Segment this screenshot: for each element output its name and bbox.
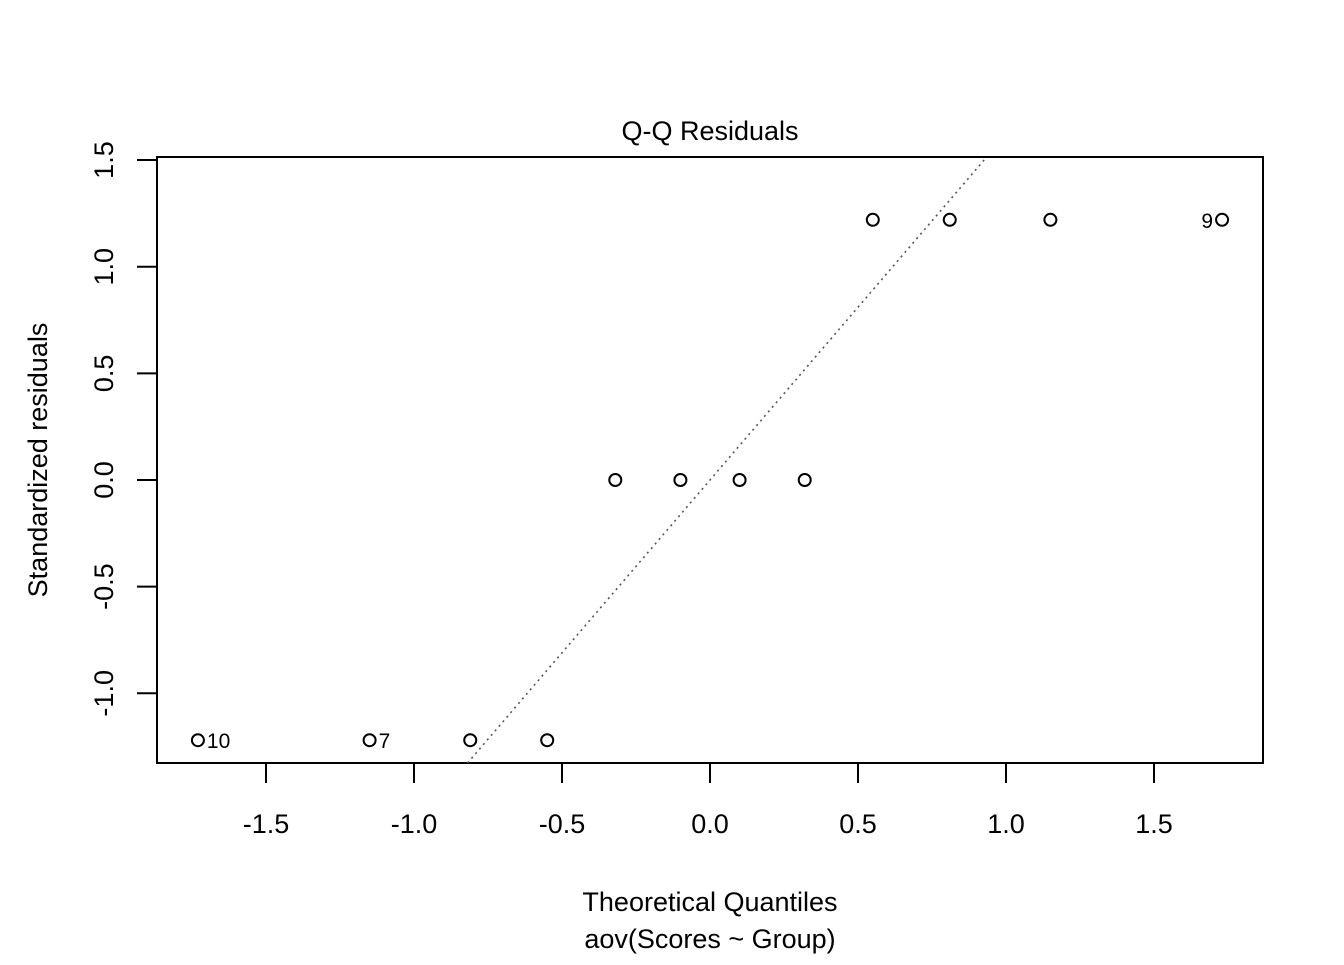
y-axis: -1.0 -0.5 0.0 0.5 1.0 1.5 <box>89 141 157 717</box>
y-tick-label: -1.0 <box>89 670 119 717</box>
x-axis-subtitle: aov(Scores ~ Group) <box>584 924 835 954</box>
x-axis-label: Theoretical Quantiles <box>582 887 837 917</box>
x-tick-label: -0.5 <box>539 809 586 839</box>
data-point <box>540 733 555 748</box>
y-tick-label: 1.5 <box>89 141 119 179</box>
reference-line <box>466 156 988 764</box>
data-point <box>865 212 880 227</box>
data-point <box>608 473 623 487</box>
x-tick-label: -1.5 <box>243 809 290 839</box>
x-tick-label: -1.0 <box>391 809 438 839</box>
data-point <box>463 733 478 748</box>
data-point <box>190 733 205 748</box>
chart-title: Q-Q Residuals <box>621 116 798 146</box>
y-tick-label: -0.5 <box>89 563 119 610</box>
x-axis: -1.5 -1.0 -0.5 0.0 0.5 1.0 1.5 <box>243 763 1173 839</box>
point-label: 7 <box>379 730 391 753</box>
y-tick-label: 0.5 <box>89 355 119 393</box>
y-tick-label: 1.0 <box>89 248 119 286</box>
data-points: 10 7 9 <box>190 210 1230 753</box>
data-point <box>362 733 377 748</box>
data-point <box>732 473 747 487</box>
y-axis-label: Standardized residuals <box>23 323 53 598</box>
data-point <box>673 473 688 487</box>
x-tick-label: 0.0 <box>691 809 729 839</box>
data-point <box>942 212 957 227</box>
y-tick-label: 0.0 <box>89 461 119 499</box>
x-tick-label: 1.0 <box>987 809 1025 839</box>
x-tick-label: 1.5 <box>1135 809 1173 839</box>
x-tick-label: 0.5 <box>839 809 877 839</box>
plot-frame <box>156 156 1264 764</box>
point-label: 10 <box>207 730 230 753</box>
data-point <box>797 473 812 487</box>
point-label: 9 <box>1201 210 1213 233</box>
data-point <box>1043 212 1058 227</box>
data-point <box>1215 212 1230 227</box>
